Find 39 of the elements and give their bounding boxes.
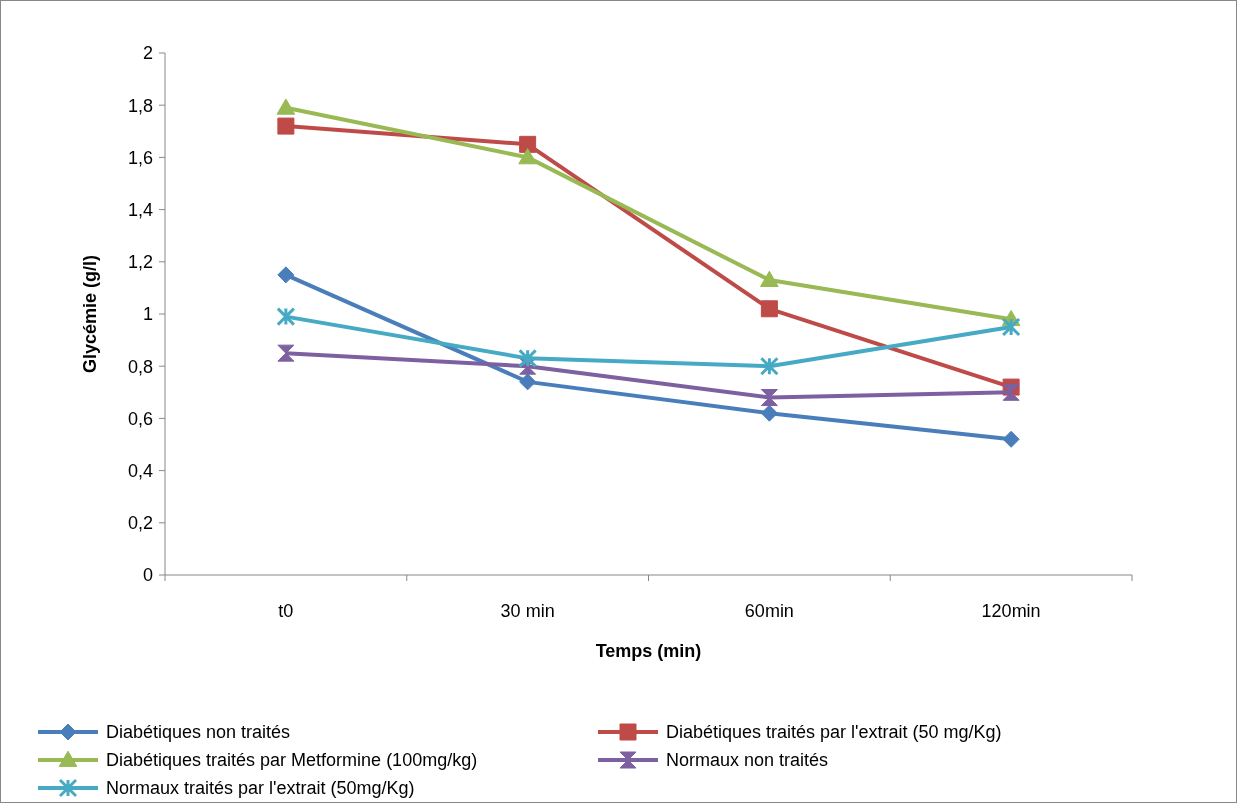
legend-label: Diabétiques traités par l'extrait (50 mg/Kg) [666, 722, 1002, 743]
point [519, 135, 537, 153]
point [1002, 383, 1020, 401]
point [277, 344, 295, 362]
y-axis-title: Glycémie (g/l) [80, 254, 100, 374]
point [760, 270, 779, 287]
point [277, 266, 295, 284]
y-tick-label: 0,2 [127, 513, 153, 534]
x-axis-title: Temps (min) [595, 641, 702, 661]
point [276, 307, 296, 327]
legend-label: Normaux non traités [666, 750, 829, 771]
point [276, 98, 296, 115]
legend-label: Normaux traités par l'extrait (50mg/Kg) [106, 778, 415, 799]
x-tick-label: 60min [744, 601, 794, 621]
legend-label: Diabétiques non traités [106, 722, 291, 743]
y-tick-label: 1,6 [127, 147, 153, 168]
point [519, 373, 537, 391]
legend-label: Diabétiques traités par Metformine (100mg/kg) [106, 750, 478, 771]
point [1002, 430, 1020, 448]
point [1001, 317, 1021, 337]
point [277, 117, 295, 135]
y-tick-label: 1,2 [127, 252, 153, 273]
y-tick-label: 0,8 [127, 356, 153, 377]
point [518, 148, 537, 165]
point [518, 348, 538, 368]
y-tick-label: 0,6 [127, 408, 153, 429]
x-tick-label: 120min [981, 601, 1041, 621]
y-tick-label: 2 [142, 43, 153, 64]
point [760, 404, 778, 422]
x-tick-label: t0 [278, 601, 294, 621]
y-tick-label: 1 [142, 304, 153, 325]
point [759, 356, 779, 376]
y-tick-label: 0 [142, 565, 153, 586]
y-tick-label: 1,8 [127, 95, 153, 116]
y-tick-label: 0,4 [127, 460, 153, 481]
y-tick-label: 1,4 [127, 199, 153, 220]
point [760, 389, 778, 407]
x-tick-label: 30 min [500, 601, 555, 621]
point [760, 300, 778, 318]
